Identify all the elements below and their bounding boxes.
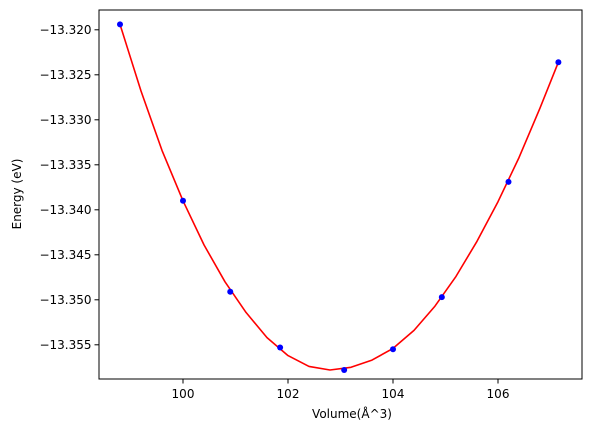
y-tick-label: −13.330 [39,113,91,127]
x-axis-label: Volume(Å^3) [312,406,392,421]
y-tick-label: −13.320 [39,23,91,37]
y-tick-label: −13.355 [39,338,91,352]
axes: 100 102 104 106 −13.355 −13.350 −13.345 −13.340… [39,9,583,401]
plot-area [117,21,562,373]
data-point [180,197,186,204]
x-tick-label: 102 [277,387,300,401]
y-tick-label: −13.345 [39,248,91,262]
x-tick-label: 100 [172,387,195,401]
y-tick-label: −13.340 [39,203,91,217]
data-point [505,178,512,185]
data-point [341,367,348,373]
fit-curve [119,23,560,371]
y-axis-label: Energy (eV) [10,159,24,230]
y-tick-label: −13.325 [39,68,91,82]
data-point [277,344,284,351]
data-point [390,346,396,353]
x-tick-label: 106 [487,387,510,401]
plot-frame [98,9,583,380]
data-point [117,21,123,28]
y-tick-label: −13.350 [39,293,91,307]
x-tick-label: 104 [382,387,405,401]
data-point [555,59,562,66]
data-point [227,288,234,295]
y-tick-label: −13.335 [39,158,91,172]
data-point [438,294,445,301]
